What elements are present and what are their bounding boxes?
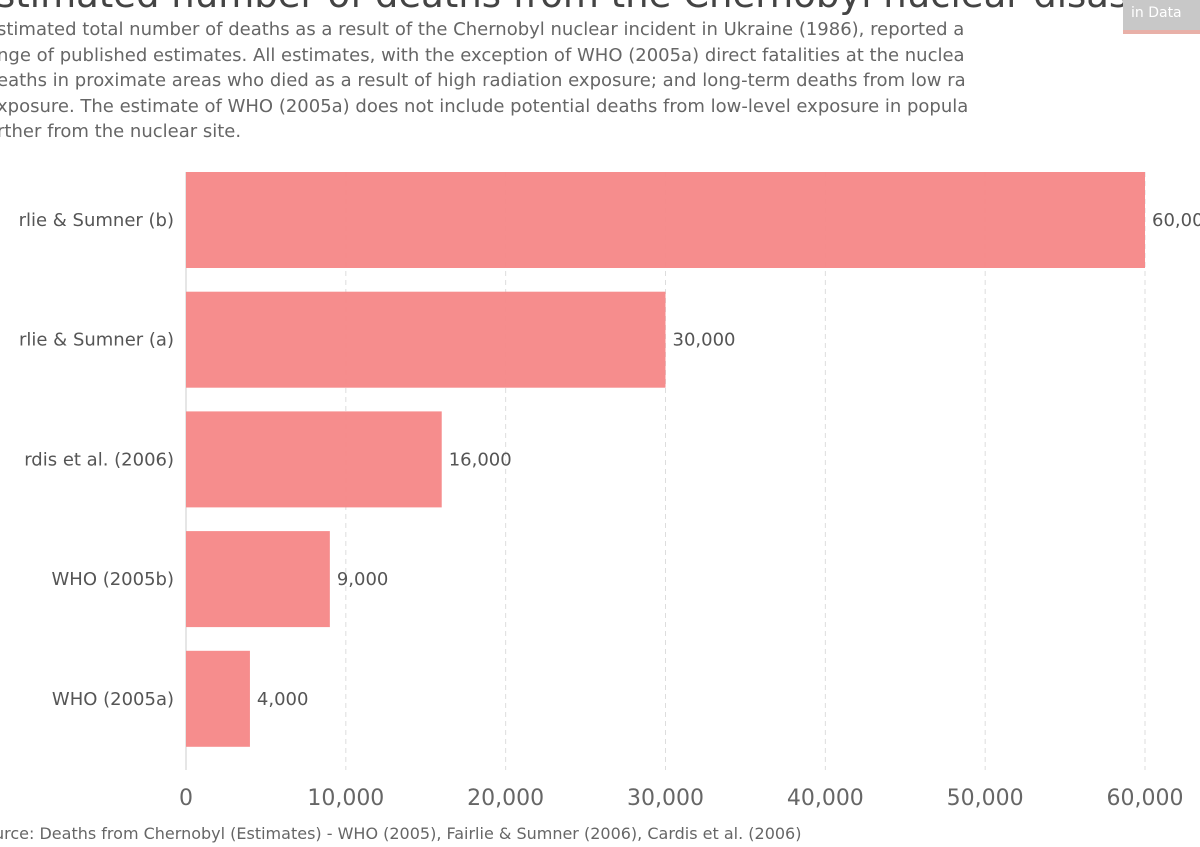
x-tick-label: 50,000: [947, 786, 1024, 811]
logo[interactable]: in Data: [1123, 0, 1200, 30]
x-tick-label: 10,000: [307, 786, 384, 811]
bar: [186, 291, 666, 388]
category-label: WHO (2005a): [52, 689, 174, 710]
subtitle-line: xposure. The estimate of WHO (2005a) doe…: [0, 95, 969, 117]
subtitle-line: nge of published estimates. All estimate…: [0, 44, 965, 66]
category-label: WHO (2005b): [51, 569, 174, 590]
subtitle-line: rther from the nuclear site.: [0, 121, 242, 142]
data-label: 16,000: [449, 449, 512, 470]
bar: [186, 172, 1145, 268]
data-label: 60,00: [1152, 210, 1200, 231]
x-tick-label: 40,000: [787, 786, 864, 811]
category-label: rlie & Sumner (a): [19, 330, 174, 351]
bar: [186, 411, 442, 508]
logo-text: in Data: [1131, 5, 1182, 21]
x-tick-label: 30,000: [627, 786, 704, 811]
x-tick-label: 60,000: [1107, 786, 1184, 811]
bar: [186, 650, 250, 747]
subtitle-line: eaths in proximate areas who died as a r…: [0, 70, 966, 91]
x-tick-label: 0: [179, 786, 193, 811]
chart-title: stimated number of deaths from the Chern…: [0, 0, 1143, 16]
chart-subtitle: stimated total number of deaths as a res…: [0, 17, 968, 145]
logo-accent-bar: [1123, 30, 1200, 34]
x-tick-label: 20,000: [467, 786, 544, 811]
data-label: 30,000: [673, 330, 736, 351]
subtitle-line: stimated total number of deaths as a res…: [0, 19, 965, 40]
category-label: rdis et al. (2006): [24, 449, 174, 470]
source-note: urce: Deaths from Chernobyl (Estimates) …: [0, 824, 802, 843]
data-label: 9,000: [337, 569, 389, 590]
category-label: rlie & Sumner (b): [19, 210, 174, 231]
data-label: 4,000: [257, 689, 309, 710]
bar: [186, 531, 330, 628]
